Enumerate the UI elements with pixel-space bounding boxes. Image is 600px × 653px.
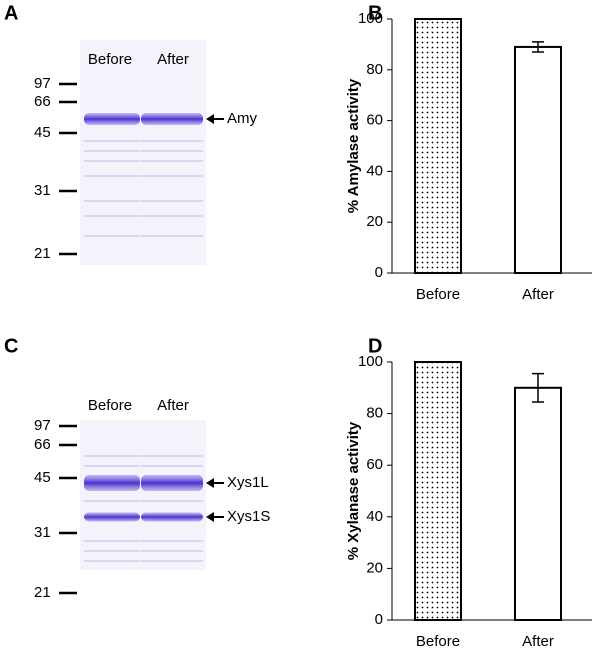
gel-band xyxy=(141,113,203,125)
lane-label: After xyxy=(157,397,189,414)
faint-band xyxy=(141,455,203,457)
panel-label: B xyxy=(368,2,382,24)
y-tick-label: 80 xyxy=(366,61,383,78)
panel-label: C xyxy=(4,335,18,357)
lane-label: After xyxy=(157,51,189,68)
faint-band xyxy=(84,550,140,552)
error-bar xyxy=(532,41,544,53)
bar xyxy=(414,361,462,621)
y-tick-label: 20 xyxy=(366,559,383,576)
gel xyxy=(80,40,206,265)
y-tick-label: 100 xyxy=(358,10,383,27)
marker-label: 97 xyxy=(34,417,51,434)
faint-band xyxy=(84,465,140,467)
y-tick-label: 20 xyxy=(366,213,383,230)
faint-band xyxy=(84,150,140,152)
x-tick-label: Before xyxy=(416,633,460,648)
y-tick-label: 0 xyxy=(375,264,383,281)
y-tick-label: 40 xyxy=(366,508,383,525)
gel-band xyxy=(84,512,140,522)
faint-band xyxy=(141,200,203,202)
marker-label: 31 xyxy=(34,524,51,541)
bar xyxy=(514,386,562,621)
y-axis-label: % Amylase activity xyxy=(345,78,362,213)
y-tick-label: 60 xyxy=(366,112,383,129)
gel-band xyxy=(84,113,140,125)
marker-label: 97 xyxy=(34,75,51,92)
faint-band xyxy=(141,160,203,162)
arrow-head xyxy=(206,114,214,124)
faint-band xyxy=(84,200,140,202)
faint-band xyxy=(84,560,140,562)
band-label: Xys1L xyxy=(227,474,269,491)
marker-label: 45 xyxy=(34,469,51,486)
faint-band xyxy=(141,175,203,177)
gel-band xyxy=(141,475,203,491)
faint-band xyxy=(141,140,203,142)
y-tick-label: 60 xyxy=(366,456,383,473)
faint-band xyxy=(141,150,203,152)
marker-label: 45 xyxy=(34,124,51,141)
marker-label: 66 xyxy=(34,93,51,110)
faint-band xyxy=(84,215,140,217)
band-label: Xys1S xyxy=(227,508,270,525)
error-bar xyxy=(532,372,544,403)
marker-label: 21 xyxy=(34,245,51,262)
arrow-head xyxy=(206,478,214,488)
faint-band xyxy=(84,175,140,177)
faint-band xyxy=(141,550,203,552)
panel-label: A xyxy=(4,2,18,24)
faint-band xyxy=(141,540,203,542)
lane-label: Before xyxy=(88,51,132,68)
faint-band xyxy=(84,500,140,502)
y-tick-label: 100 xyxy=(358,353,383,370)
x-tick-label: Before xyxy=(416,286,460,303)
y-axis-label: % Xylanase activity xyxy=(345,421,362,560)
faint-band xyxy=(141,465,203,467)
faint-band xyxy=(84,455,140,457)
y-tick-label: 40 xyxy=(366,162,383,179)
band-label: Amy xyxy=(227,110,258,127)
gel-band xyxy=(141,512,203,522)
y-tick-label: 0 xyxy=(375,611,383,628)
lane-label: Before xyxy=(88,397,132,414)
marker-label: 31 xyxy=(34,182,51,199)
faint-band xyxy=(84,235,140,237)
bar xyxy=(414,18,462,274)
faint-band xyxy=(84,140,140,142)
faint-band xyxy=(141,560,203,562)
faint-band xyxy=(84,540,140,542)
gel xyxy=(80,420,206,570)
faint-band xyxy=(141,235,203,237)
marker-label: 21 xyxy=(34,584,51,601)
gel-band xyxy=(84,475,140,491)
x-tick-label: After xyxy=(522,633,554,648)
arrow-head xyxy=(206,512,214,522)
faint-band xyxy=(141,500,203,502)
faint-band xyxy=(84,160,140,162)
faint-band xyxy=(141,215,203,217)
panel-label: D xyxy=(368,335,382,357)
bar xyxy=(514,45,562,274)
marker-label: 66 xyxy=(34,436,51,453)
y-tick-label: 80 xyxy=(366,405,383,422)
x-tick-label: After xyxy=(522,286,554,303)
